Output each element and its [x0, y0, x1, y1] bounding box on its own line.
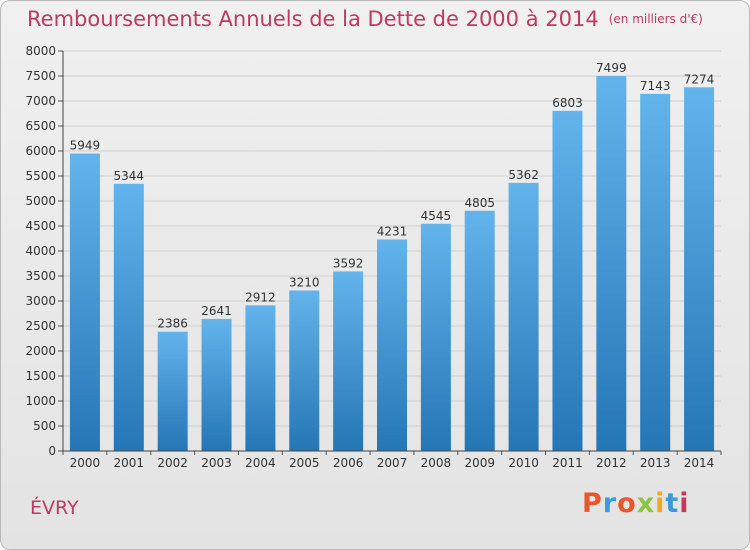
data-label: 5344 [114, 169, 145, 183]
data-label: 7274 [684, 72, 715, 86]
bar [464, 210, 495, 451]
y-axis-ticks: 0 500 1000 1500 2000 2500 3000 3500 4000 4500 5000… [25, 44, 63, 458]
x-tick-label: 2007 [377, 456, 408, 470]
data-label: 4805 [464, 196, 495, 210]
bar [245, 305, 276, 451]
x-tick-label: 2000 [70, 456, 101, 470]
data-label: 5949 [70, 139, 101, 153]
x-tick-label: 2014 [684, 456, 715, 470]
y-tick-label: 1000 [25, 394, 56, 408]
data-label: 4231 [377, 224, 408, 238]
x-tick-label: 2008 [421, 456, 452, 470]
y-tick-label: 8000 [25, 44, 56, 58]
y-tick-label: 6000 [25, 144, 56, 158]
bar [201, 318, 232, 451]
data-labels: 5949 5344 2386 2641 2912 3210 3592 4231 4545 4805… [70, 61, 715, 331]
bar [508, 182, 539, 451]
logo-letter: t [665, 488, 680, 519]
data-label: 4545 [421, 209, 452, 223]
data-label: 2641 [201, 304, 232, 318]
y-tick-label: 500 [33, 419, 56, 433]
x-tick-label: 2002 [157, 456, 188, 470]
data-label: 3592 [333, 256, 364, 270]
bar [289, 290, 320, 451]
data-label: 7143 [640, 79, 671, 93]
data-label: 3210 [289, 276, 320, 290]
y-tick-label: 5500 [25, 169, 56, 183]
x-tick-label: 2011 [552, 456, 583, 470]
y-tick-label: 4000 [25, 244, 56, 258]
x-tick-label: 2013 [640, 456, 671, 470]
chart-title-text: Remboursements Annuels de la Dette de 20… [27, 7, 599, 31]
proxiti-logo: Proxiti [582, 488, 690, 519]
logo-letter: x [636, 488, 656, 519]
data-label: 5362 [508, 168, 539, 182]
y-tick-label: 7000 [25, 94, 56, 108]
x-tick-label: 2009 [464, 456, 495, 470]
bar [69, 153, 100, 452]
y-tick-label: 4500 [25, 219, 56, 233]
x-axis-ticks: 2000 2001 2002 2003 2004 2005 2006 2007 2008 2009… [62, 451, 722, 470]
logo-letter: i [655, 488, 666, 519]
logo-letter: i [679, 488, 690, 519]
bar [420, 223, 451, 451]
y-tick-label: 1500 [25, 369, 56, 383]
bar [333, 271, 364, 451]
bar [552, 110, 583, 451]
y-tick-label: 7500 [25, 69, 56, 83]
bar [113, 183, 144, 452]
chart-title: Remboursements Annuels de la Dette de 20… [27, 7, 703, 31]
bar [157, 331, 188, 451]
x-tick-label: 2003 [201, 456, 232, 470]
city-name: ÉVRY [30, 497, 79, 519]
y-tick-label: 3000 [25, 294, 56, 308]
y-tick-label: 0 [48, 444, 56, 458]
data-label: 6803 [552, 96, 583, 110]
data-label: 7499 [596, 61, 627, 75]
y-tick-label: 6500 [25, 119, 56, 133]
bars [69, 76, 715, 452]
logo-letter: P [582, 488, 603, 519]
y-tick-label: 5000 [25, 194, 56, 208]
x-tick-label: 2004 [245, 456, 276, 470]
bar [377, 239, 407, 451]
x-tick-label: 2001 [114, 456, 145, 470]
x-tick-label: 2006 [333, 456, 364, 470]
logo-letter: o [617, 488, 637, 519]
y-tick-label: 2000 [25, 344, 56, 358]
bar [596, 76, 627, 452]
x-tick-label: 2012 [596, 456, 627, 470]
bar [684, 87, 715, 452]
bar [640, 93, 671, 451]
x-tick-label: 2010 [508, 456, 539, 470]
y-tick-label: 3500 [25, 269, 56, 283]
y-tick-label: 2500 [25, 319, 56, 333]
logo-letter: r [602, 488, 618, 519]
data-label: 2386 [157, 317, 188, 331]
data-label: 2912 [245, 290, 276, 304]
chart-unit: (en milliers d'€) [608, 12, 703, 26]
x-tick-label: 2005 [289, 456, 320, 470]
